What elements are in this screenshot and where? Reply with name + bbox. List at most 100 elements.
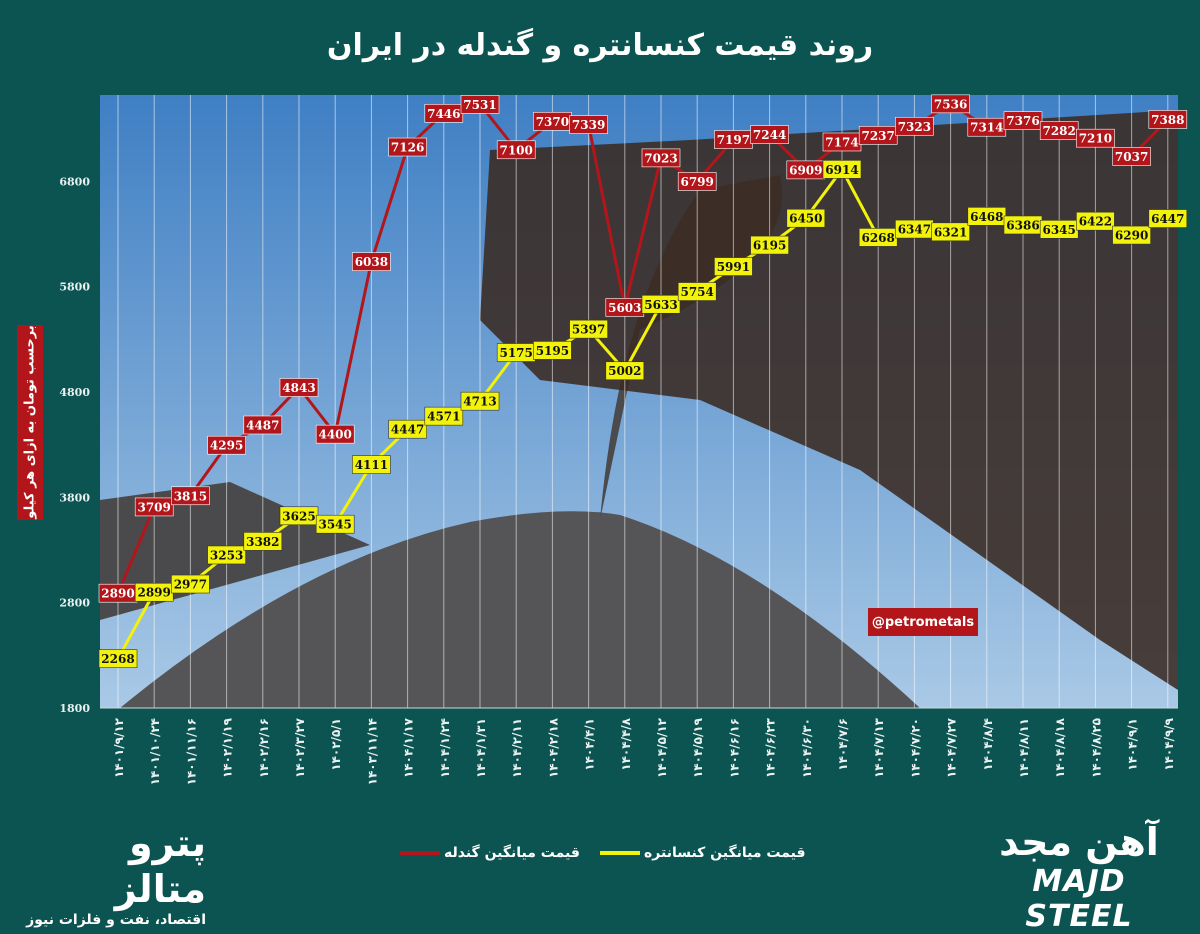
data-label-box (569, 115, 608, 134)
data-label-value: 4295 (210, 439, 243, 453)
data-label-box (641, 294, 681, 314)
data-label-value: 5397 (572, 323, 605, 337)
x-tick-label: ۱۴۰۱/۱۰/۲۴ (148, 718, 162, 785)
data-label-value: 7282 (1042, 124, 1075, 138)
pellet-data-label: 7536 (931, 94, 970, 114)
x-tick-label: ۱۴۰۲/۵/۱ (329, 718, 343, 771)
x-tick-label: ۱۴۰۴/۲/۱۱ (510, 718, 524, 778)
pellet-data-label: 7446 (424, 104, 464, 123)
data-label-value: 2268 (101, 652, 134, 666)
legend-label-pellet: قیمت میانگین گندله (444, 845, 580, 861)
data-label-box (750, 235, 789, 255)
data-label-value: 7531 (463, 98, 496, 112)
data-label-value: 3815 (174, 489, 207, 503)
data-label-value: 5603 (608, 301, 641, 315)
x-tick-label: ۱۴۰۱/۹/۱۲ (112, 717, 126, 778)
data-label-value: 6909 (789, 163, 822, 177)
x-tick-label: ۱۴۰۴/۸/۴ (981, 718, 995, 771)
majd-steel-logo-fa: آهن مجد (999, 820, 1159, 864)
data-label-value: 7446 (427, 107, 460, 121)
x-tick-label: ۱۴۰۴/۶/۱۶ (727, 718, 741, 778)
concentrate-data-label: 2268 (98, 649, 138, 669)
pellet-data-label: 7388 (1148, 110, 1188, 129)
x-tick-label: ۱۴۰۴/۸/۱۱ (1017, 718, 1031, 778)
data-label-value: 6321 (934, 225, 967, 239)
data-label-box (1148, 209, 1188, 228)
x-tick-label: ۱۴۰۴/۷/۲۷ (945, 717, 959, 778)
x-tick-label: ۱۴۰۱/۱۱/۱۶ (184, 718, 198, 785)
pellet-data-label: 7037 (1112, 147, 1151, 166)
conveyor-structure (480, 110, 1178, 690)
x-tick-label: ۱۴۰۳/۱۱/۱۴ (365, 718, 379, 785)
data-label-value: 6450 (789, 212, 822, 226)
concentrate-data-label: 5397 (569, 319, 608, 339)
x-tick-label: ۱۴۰۴/۸/۱۸ (1053, 717, 1067, 778)
concentrate-data-label: 3253 (207, 545, 246, 565)
pellet-data-label: 6799 (677, 172, 717, 191)
concentrate-data-label: 6386 (1003, 215, 1043, 235)
x-tick-label: ۱۴۰۴/۷/۲۰ (908, 718, 922, 778)
data-label-value: 6447 (1151, 212, 1184, 226)
data-label-box (931, 94, 970, 114)
legend-label-concentrate: قیمت میانگین کنسانتره (644, 845, 806, 861)
data-label-value: 2890 (101, 587, 134, 601)
x-tick-label: ۱۴۰۴/۴/۸ (619, 717, 633, 770)
data-label-box (207, 435, 246, 455)
concentrate-data-label: 6290 (1112, 225, 1151, 245)
y-tick-label: 3800 (59, 491, 90, 504)
pellet-data-label: 7174 (822, 132, 862, 152)
data-label-value: 6268 (861, 231, 894, 245)
x-tick-label: ۱۴۰۴/۴/۱ (583, 718, 597, 771)
data-label-box (424, 406, 464, 426)
x-tick-label: ۱۴۰۴/۱/۱۷ (402, 717, 416, 778)
pellet-data-label: 4487 (243, 415, 283, 435)
concentrate-data-label: 6347 (895, 219, 934, 239)
data-label-box (677, 172, 717, 191)
x-tick-label: ۱۴۰۴/۷/۶ (836, 718, 850, 771)
data-label-value: 7100 (499, 143, 532, 157)
concentrate-data-label: 4571 (424, 406, 464, 426)
data-label-value: 5175 (499, 346, 532, 360)
data-label-box (207, 545, 246, 565)
y-tick-label: 2800 (59, 597, 90, 610)
y-tick-label: 6800 (59, 175, 90, 188)
pellet-data-label: 7282 (1039, 121, 1079, 140)
data-label-value: 6038 (355, 255, 388, 269)
x-tick-label: ۱۴۰۴/۱/۲۴ (438, 718, 452, 778)
x-tick-label: ۱۴۰۲/۲/۱۶ (257, 718, 271, 778)
data-label-value: 4487 (246, 418, 279, 432)
concentrate-data-label: 3625 (279, 506, 319, 526)
pellet-data-label: 7100 (496, 140, 536, 160)
data-label-box (1148, 110, 1188, 129)
data-label-value: 7023 (644, 151, 677, 165)
pellet-data-label: 7244 (750, 125, 789, 144)
petrometals-logo: پترو متالز اقتصاد، نفت و فلزات نیوز (26, 820, 206, 928)
y-tick-label: 1800 (59, 702, 90, 715)
data-label-box (750, 125, 789, 144)
pellet-data-label: 4843 (279, 378, 319, 397)
data-label-value: 4400 (318, 428, 351, 442)
chart-title: روند قیمت کنسانتره و گندله در ایران (326, 28, 874, 63)
concentrate-data-label: 2977 (171, 574, 210, 594)
majd-steel-logo: آهن مجد MAJD STEEL (984, 820, 1174, 934)
data-label-value: 5633 (644, 298, 677, 312)
data-label-box (243, 415, 283, 435)
data-label-value: 6345 (1042, 223, 1075, 237)
data-label-value: 4713 (463, 395, 496, 409)
concentrate-data-label: 5991 (714, 257, 753, 276)
x-tick-label: ۱۴۰۲/۳/۲۷ (293, 717, 307, 778)
y-tick-label: 4800 (59, 386, 90, 399)
x-tick-label: ۱۴۰۴/۱/۳۱ (474, 718, 488, 778)
data-label-box (714, 257, 753, 276)
ore-pile-center (120, 511, 920, 708)
pellet-data-label: 4400 (315, 424, 355, 444)
concentrate-data-label: 3382 (243, 532, 283, 551)
y-axis-label-box (17, 325, 43, 520)
data-label-value: 3382 (246, 535, 279, 549)
pellet-data-label: 7531 (460, 95, 500, 114)
pellet-data-label: 7197 (714, 130, 753, 149)
x-tick-label: ۱۴۰۴/۷/۱۳ (872, 717, 886, 778)
data-label-value: 4843 (282, 381, 315, 395)
data-label-box (460, 391, 500, 411)
